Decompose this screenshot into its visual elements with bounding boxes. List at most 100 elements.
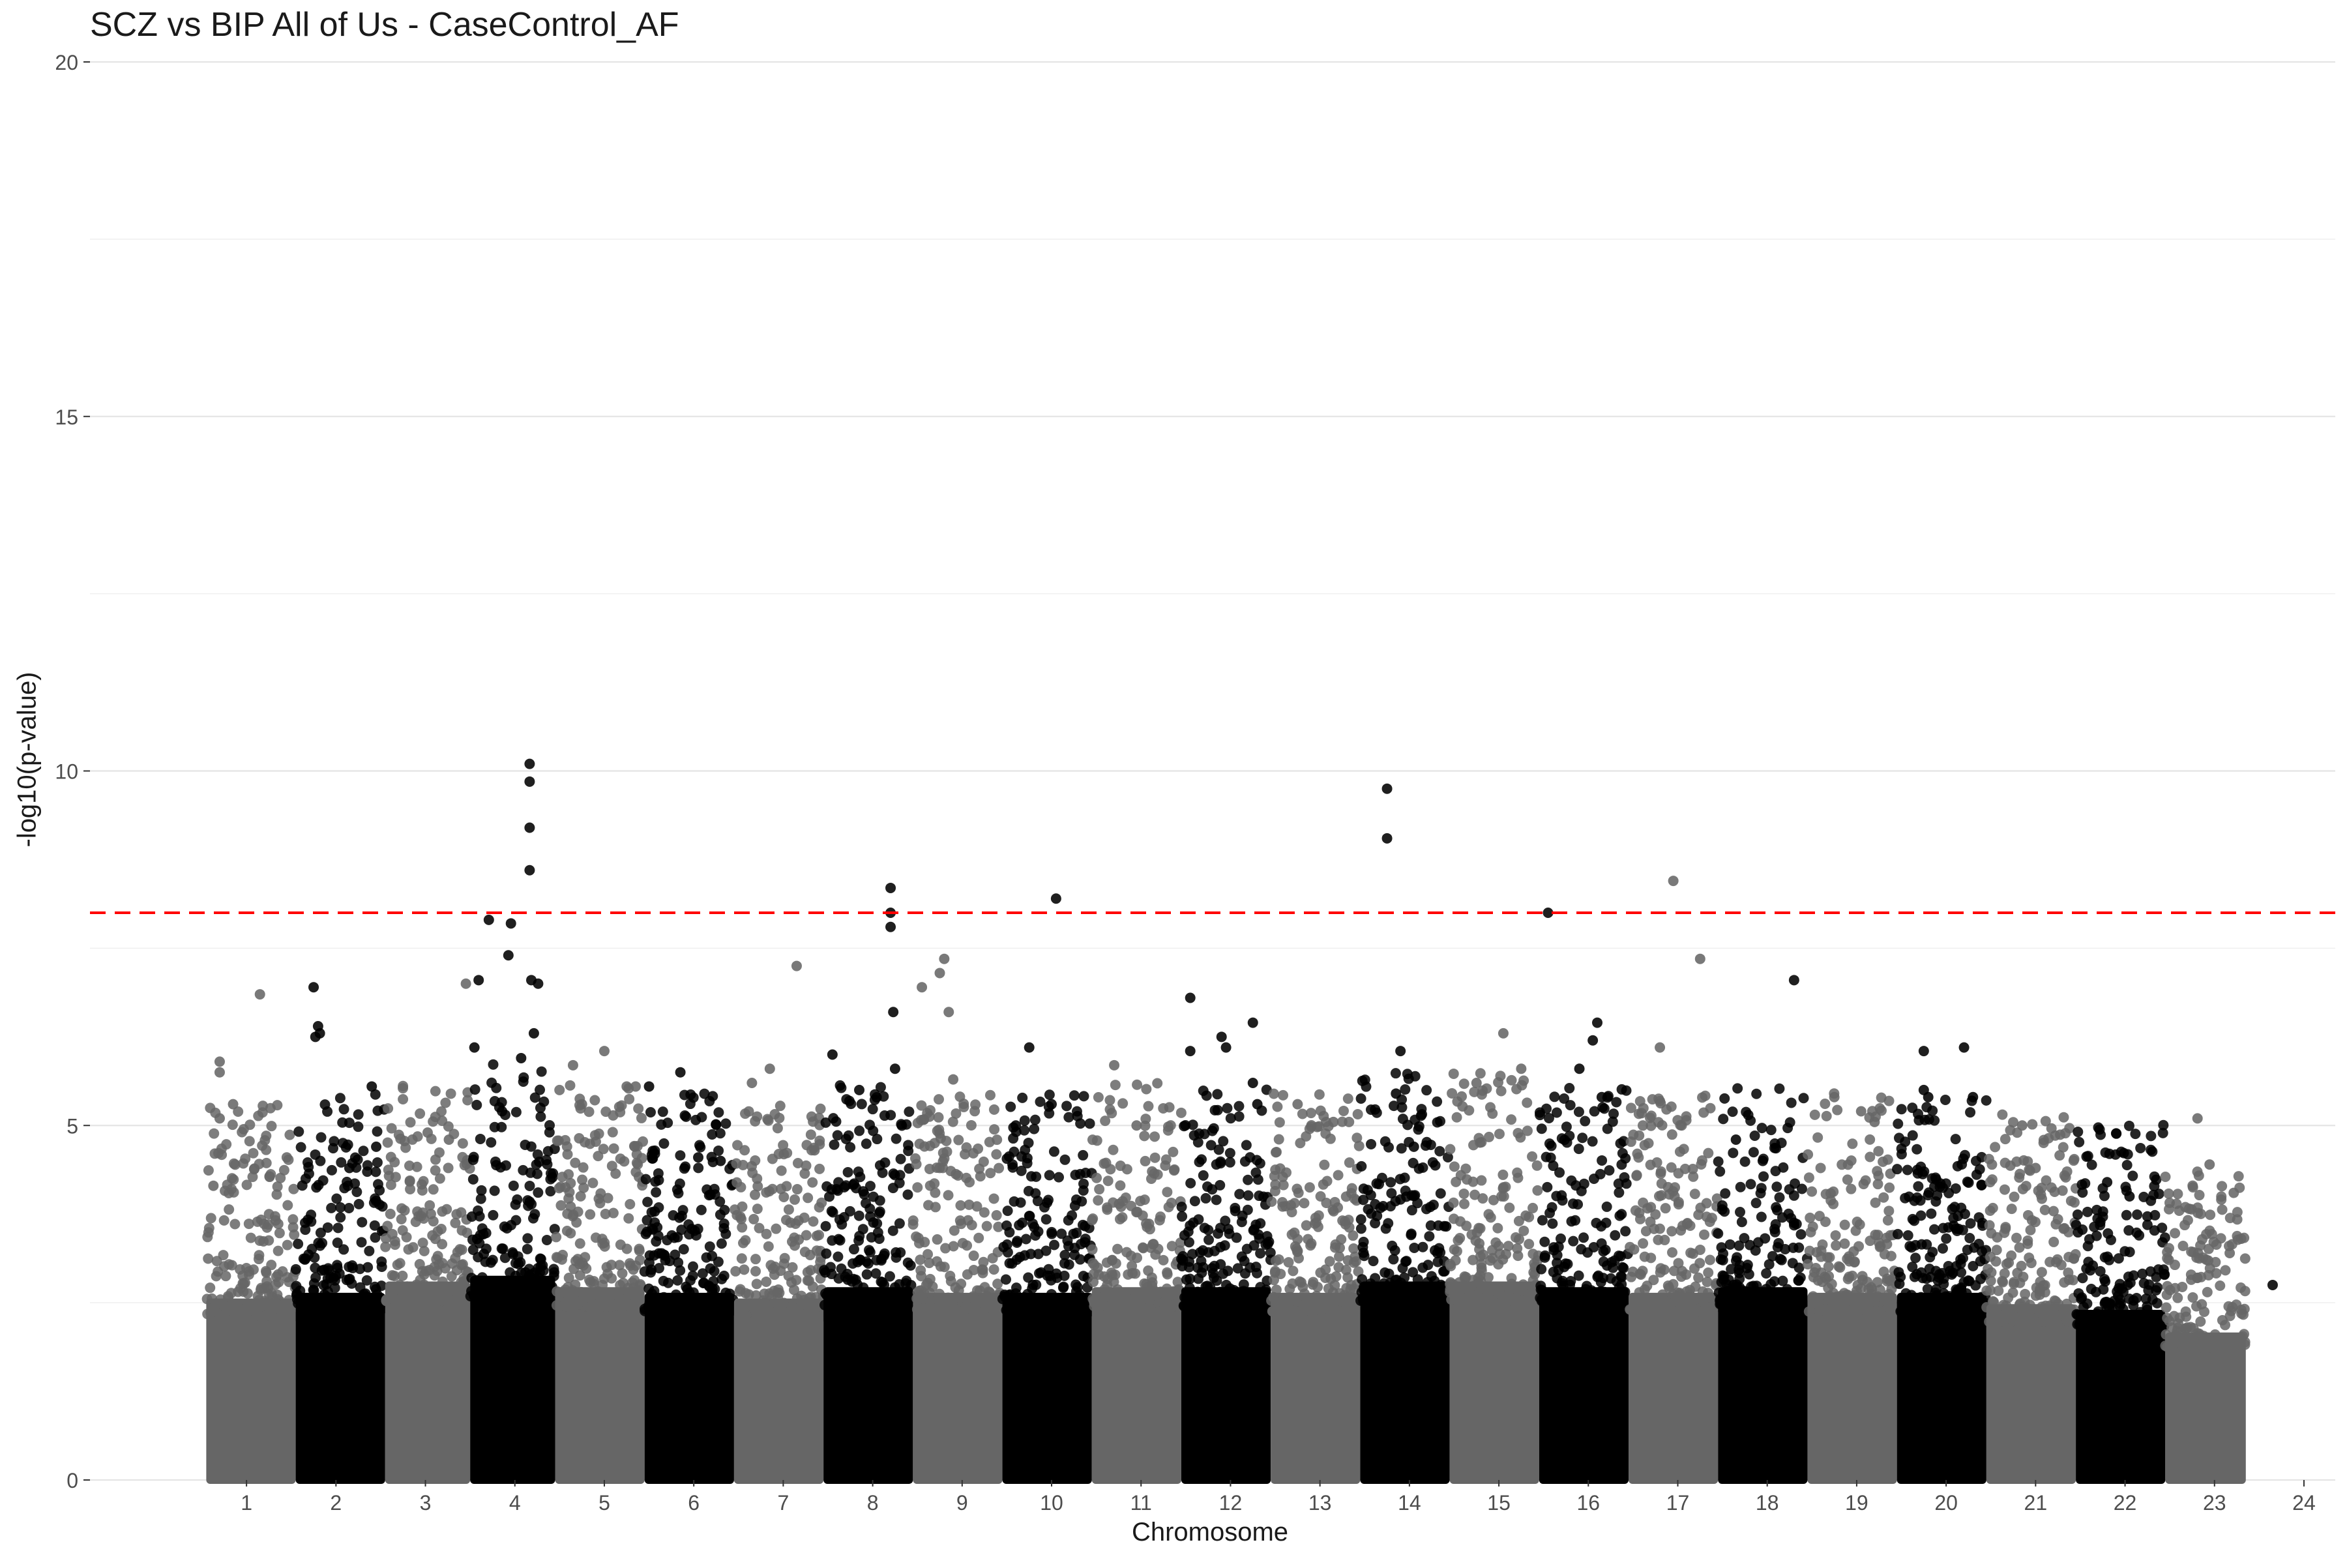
snp-point — [385, 1179, 396, 1191]
snp-point — [1657, 1305, 1668, 1316]
snp-point — [578, 1182, 589, 1193]
snp-point — [1160, 1160, 1171, 1171]
snp-point — [2149, 1171, 2160, 1182]
snp-point — [1233, 1295, 1245, 1307]
snp-point — [1787, 1258, 1798, 1269]
snp-point — [1952, 1161, 1963, 1172]
snp-point — [476, 1185, 487, 1196]
snp-point — [704, 1095, 715, 1106]
snp-point — [1953, 1211, 1964, 1222]
snp-point — [1932, 1190, 1943, 1201]
snp-point — [1201, 1301, 1212, 1312]
snp-point — [441, 1204, 452, 1215]
snp-point — [918, 1114, 929, 1125]
snp-point — [590, 1232, 601, 1243]
snp-point — [867, 1104, 878, 1115]
snp-point — [1902, 1164, 1913, 1176]
snp-point — [975, 1171, 986, 1182]
snp-point — [1451, 1176, 1462, 1187]
snp-point — [1549, 1091, 1560, 1102]
snp-point — [1115, 1201, 1127, 1212]
chromosome-12-points — [1176, 992, 1276, 1484]
snp-point — [1153, 1243, 1164, 1254]
snp-point — [750, 1265, 761, 1277]
snp-point — [1315, 1191, 1326, 1202]
snp-point — [879, 1157, 891, 1168]
snp-point — [844, 1206, 855, 1217]
snp-point — [580, 1136, 591, 1147]
snp-point — [1202, 1181, 1213, 1192]
snp-point — [765, 1260, 776, 1271]
snp-point — [701, 1184, 713, 1195]
dense-band — [2165, 1332, 2246, 1484]
snp-point — [1498, 1293, 1509, 1304]
snp-point — [1313, 1304, 1324, 1315]
snp-point — [1093, 1195, 1104, 1206]
snp-point — [241, 1310, 252, 1322]
snp-point — [988, 1264, 999, 1275]
snp-point — [1986, 1174, 1998, 1185]
snp-point — [496, 1243, 507, 1254]
snp-point — [1512, 1167, 1523, 1178]
snp-point — [1625, 1136, 1636, 1147]
snp-point — [658, 1138, 670, 1149]
snp-point — [2110, 1149, 2121, 1160]
snp-point — [1638, 1197, 1649, 1208]
snp-point — [1872, 1277, 1883, 1288]
snp-point — [1544, 1207, 1556, 1219]
snp-point — [860, 1299, 871, 1310]
x-tick-label: 5 — [598, 1491, 610, 1515]
snp-point — [2025, 1224, 2036, 1235]
snp-point — [474, 1237, 485, 1249]
snp-point — [2047, 1316, 2058, 1327]
snp-peak-point — [948, 1074, 959, 1085]
snp-point — [583, 1106, 595, 1117]
snp-peak-point — [1185, 992, 1196, 1003]
snp-point — [295, 1142, 306, 1153]
snp-point — [1817, 1277, 1828, 1288]
snp-point — [1201, 1090, 1212, 1101]
dense-band — [295, 1292, 385, 1484]
snp-point — [1784, 1184, 1795, 1195]
snp-point — [1406, 1228, 1417, 1239]
snp-point — [1941, 1233, 1952, 1244]
dense-band — [1539, 1287, 1629, 1484]
snp-point — [202, 1309, 213, 1320]
snp-point — [1873, 1170, 1884, 1181]
snp-point — [1268, 1292, 1279, 1303]
snp-point — [1927, 1247, 1938, 1258]
snp-point — [1130, 1268, 1141, 1279]
snp-point — [1949, 1202, 1960, 1213]
snp-point — [1104, 1095, 1115, 1106]
snp-point — [397, 1225, 408, 1236]
snp-point — [1087, 1294, 1099, 1305]
snp-point — [1056, 1228, 1067, 1239]
snp-peak-point — [1011, 1120, 1022, 1131]
snp-point — [1460, 1163, 1471, 1174]
snp-point — [734, 1286, 745, 1297]
snp-point — [1872, 1179, 1883, 1190]
snp-point — [713, 1145, 724, 1156]
snp-point — [405, 1183, 416, 1194]
snp-point — [1656, 1190, 1667, 1201]
snp-point — [1203, 1224, 1214, 1235]
snp-point — [2039, 1204, 2050, 1215]
snp-point — [1955, 1254, 1966, 1265]
snp-point — [254, 1250, 265, 1261]
snp-point — [1132, 1079, 1143, 1090]
snp-point — [2145, 1266, 2156, 1277]
snp-point — [274, 1228, 285, 1239]
snp-point — [1929, 1306, 1940, 1317]
snp-point — [2132, 1316, 2143, 1327]
snp-peak-point — [764, 1063, 775, 1074]
snp-point — [2140, 1316, 2151, 1327]
snp-point — [1233, 1111, 1245, 1122]
snp-point — [848, 1244, 859, 1255]
snp-point — [1234, 1189, 1245, 1200]
snp-point — [1696, 1155, 1707, 1166]
snp-point — [412, 1131, 423, 1142]
snp-peak-point — [1024, 1042, 1035, 1053]
snp-point — [1011, 1237, 1022, 1248]
snp-point — [308, 1285, 319, 1296]
